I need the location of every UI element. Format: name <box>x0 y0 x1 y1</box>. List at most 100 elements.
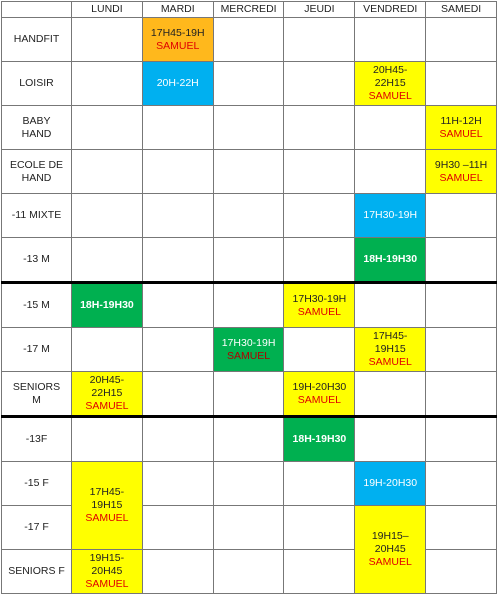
cell <box>141 549 214 594</box>
cell <box>212 105 285 150</box>
cell <box>354 149 427 194</box>
cell <box>212 237 285 284</box>
row-label: SENIORS M <box>1 371 72 418</box>
cell <box>71 416 143 462</box>
cell <box>71 327 143 372</box>
cell <box>71 17 143 62</box>
coach: SAMUEL <box>368 90 412 102</box>
time: 17H45-19H <box>150 26 205 39</box>
row: -13F 18H-19H30 <box>1 416 497 462</box>
cell <box>141 193 214 238</box>
coach: SAMUEL <box>439 127 483 140</box>
row: -17 F 19H15–20H45 SAMUEL <box>1 505 497 594</box>
day: MERCREDI <box>212 1 285 18</box>
time: 17H30-19H <box>292 292 347 305</box>
row-label: SENIORS F <box>1 549 72 594</box>
time: 19H15–20H45 <box>371 530 409 555</box>
row: ECOLE DE HAND 9H30 –11H SAMUEL <box>1 149 497 194</box>
cell <box>283 327 356 372</box>
time: 18H-19H30 <box>292 433 347 445</box>
cell <box>283 461 356 506</box>
cell <box>212 17 285 62</box>
cell <box>283 105 356 150</box>
cell <box>212 193 285 238</box>
slot: 20H-22H <box>141 61 214 106</box>
slot: 17H30-19H <box>354 193 427 238</box>
coach: SAMUEL <box>439 171 483 184</box>
coach: SAMUEL <box>85 512 129 524</box>
cell <box>141 237 214 284</box>
slot: 17H45-19H15 SAMUEL <box>354 327 427 372</box>
cell <box>141 505 214 550</box>
cell <box>212 461 285 506</box>
time: 18H-19H30 <box>363 253 418 265</box>
cell <box>425 505 497 550</box>
day: SAMEDI <box>425 1 497 18</box>
cell <box>354 416 427 462</box>
cell <box>212 505 285 550</box>
slot: 19H15–20H45 SAMUEL <box>354 505 427 594</box>
row-label: -17 F <box>1 505 72 550</box>
slot: 19H15-20H45 SAMUEL <box>71 549 143 594</box>
row: SENIORS F 19H15-20H45 SAMUEL <box>1 549 497 594</box>
time: 19H-20H30 <box>292 380 347 393</box>
cell <box>354 371 427 418</box>
time: 20H45-22H15 <box>89 374 125 399</box>
day: MARDI <box>141 1 214 18</box>
schedule: LUNDI MARDI MERCREDI JEUDI VENDREDI SAMEDI HA… <box>1 1 497 594</box>
slot: 20H45-22H15 SAMUEL <box>354 61 427 106</box>
slot: 18H-19H30 <box>283 416 356 462</box>
label-text: ECOLE DE HAND <box>9 158 64 184</box>
time: 17H30-19H <box>363 209 418 221</box>
cell <box>212 282 285 328</box>
cell <box>425 371 497 418</box>
row: SENIORS M 20H45-22H15 SAMUEL 19H-20H30 SAM… <box>1 371 497 418</box>
cell <box>141 105 214 150</box>
row-label: ECOLE DE HAND <box>1 149 72 194</box>
slot: 19H-20H30 SAMUEL <box>283 371 356 418</box>
time: 19H15-20H45 <box>89 552 125 577</box>
cell <box>425 549 497 594</box>
slot: 17H45-19H15 SAMUEL <box>71 461 143 550</box>
cell <box>425 416 497 462</box>
coach: SAMUEL <box>156 39 200 52</box>
day: VENDREDI <box>354 1 427 18</box>
time: 20H45-22H15 <box>372 64 408 89</box>
cell <box>425 193 497 238</box>
cell <box>212 416 285 462</box>
cell <box>141 371 214 418</box>
cell <box>71 149 143 194</box>
cell <box>141 416 214 462</box>
cell <box>212 549 285 594</box>
row: -17 M 17H30-19H SAMUEL 17H45-19H15 SAMUEL <box>1 327 497 372</box>
cell <box>141 461 214 506</box>
row: HANDFIT 17H45-19H SAMUEL <box>1 17 497 62</box>
cell <box>71 105 143 150</box>
coach: SAMUEL <box>297 393 341 406</box>
row-label: -17 M <box>1 327 72 372</box>
time: 20H-22H <box>156 77 199 89</box>
cell <box>425 461 497 506</box>
cell <box>425 61 497 106</box>
cell <box>354 105 427 150</box>
slot: 11H-12H SAMUEL <box>425 105 497 150</box>
cell <box>283 17 356 62</box>
header-row: LUNDI MARDI MERCREDI JEUDI VENDREDI SAMEDI <box>1 1 497 18</box>
row-label: HANDFIT <box>1 17 72 62</box>
slot: 18H-19H30 <box>71 282 143 328</box>
row: -11 MIXTE 17H30-19H <box>1 193 497 238</box>
cell <box>212 371 285 418</box>
cell <box>354 282 427 328</box>
cell <box>425 282 497 328</box>
coach: SAMUEL <box>85 400 129 412</box>
cell <box>141 282 214 328</box>
label-text: BABY HAND <box>21 114 52 140</box>
cell <box>212 61 285 106</box>
slot: 18H-19H30 <box>354 237 427 284</box>
row: -13 M 18H-19H30 <box>1 237 497 284</box>
row: -15 M 18H-19H30 17H30-19H SAMUEL <box>1 282 497 328</box>
cell <box>425 327 497 372</box>
cell <box>71 237 143 284</box>
slot: 17H30-19H SAMUEL <box>212 327 285 372</box>
